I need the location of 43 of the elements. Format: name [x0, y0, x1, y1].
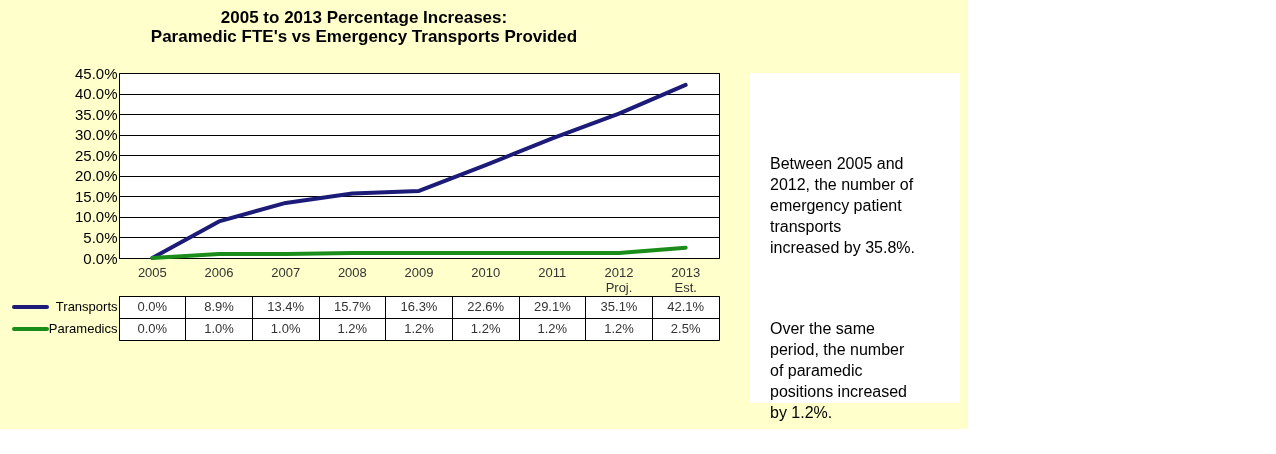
data-label: 1.0%: [270, 321, 301, 336]
legend-label: Paramedics: [48, 321, 118, 336]
legend-label: Transports: [55, 299, 118, 314]
data-label: 29.1%: [533, 299, 572, 314]
y-tick-label: 20.0%: [74, 167, 118, 185]
data-label: 1.2%: [337, 321, 368, 336]
data-label: 0.0%: [137, 321, 168, 336]
data-label: 8.9%: [204, 299, 235, 314]
data-label: 16.3%: [400, 299, 438, 314]
data-label: 2.5%: [670, 321, 701, 336]
y-tick-label: 0.0%: [83, 249, 118, 267]
text: Between 2005 and 2012, the number of emergency patient transports increased by 35.8%.: [770, 154, 915, 256]
y-tick-label: 40.0%: [74, 85, 118, 103]
data-label: 1.2%: [604, 321, 635, 336]
data-label: 35.1%: [600, 299, 638, 314]
x-tick-label: 2007: [271, 264, 301, 280]
y-tick-label: 10.0%: [74, 208, 118, 226]
x-tick-label: 2011: [538, 264, 567, 280]
data-label: 0.0%: [137, 299, 168, 314]
data-label: 1.2%: [404, 321, 435, 336]
x-tick-label: 2009: [404, 264, 434, 280]
y-tick-label: 25.0%: [74, 146, 118, 164]
y-tick-label: 30.0%: [74, 126, 118, 144]
data-label: 1.2%: [537, 321, 568, 336]
data-label: 1.0%: [204, 321, 235, 336]
text: Over the same period, the number of paramedic positions increased by 1.2%.: [770, 319, 907, 421]
x-tick-label: 2010: [471, 264, 501, 280]
x-tick-label: 2008: [337, 264, 367, 280]
data-label: 13.4%: [267, 299, 305, 314]
x-tick-label: 2006: [204, 264, 234, 280]
x-tick-label: 2005: [137, 264, 167, 280]
chart-title: 2005 to 2013 Percentage Increases: Paramedic FTE's vs Emergency Transports Provided: [150, 7, 578, 46]
y-tick-label: 45.0%: [74, 64, 118, 82]
y-tick-label: 5.0%: [83, 228, 118, 246]
y-tick-label: 35.0%: [74, 105, 118, 123]
line-series: [150, 245, 688, 260]
data-label: 1.2%: [470, 321, 501, 336]
data-label: 15.7%: [333, 299, 372, 314]
data-label: 42.1%: [667, 299, 705, 314]
data-label: 22.6%: [467, 299, 505, 314]
y-tick-label: 15.0%: [74, 187, 118, 205]
x-tick-label: 2013 Est.: [671, 264, 701, 295]
x-tick-label: 2012 Proj.: [604, 264, 634, 295]
